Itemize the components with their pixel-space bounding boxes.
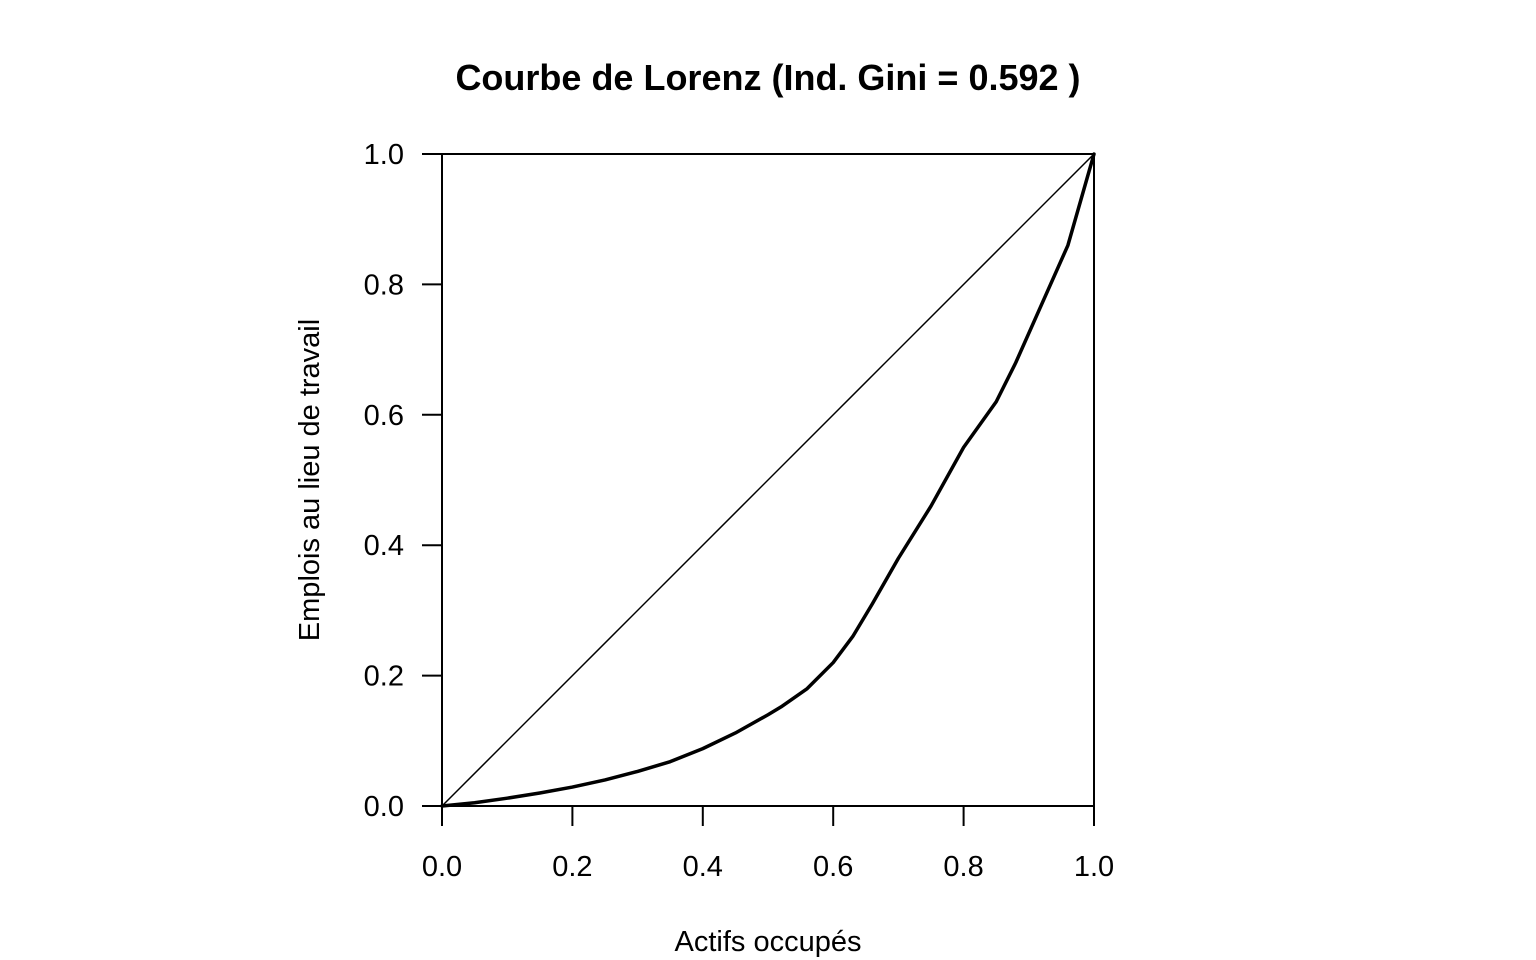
series-layer: [440, 152, 1096, 808]
x-tick-label: 0.0: [422, 851, 462, 883]
equality-line: [441, 153, 1095, 807]
lorenz-curve: [440, 152, 1096, 808]
chart-title: Courbe de Lorenz (Ind. Gini = 0.592 ): [455, 57, 1080, 98]
x-tick-label: 1.0: [1074, 851, 1114, 883]
y-tick-label: 0.4: [364, 530, 404, 562]
x-tick-label: 0.2: [552, 851, 592, 883]
y-tick-label: 0.8: [364, 269, 404, 301]
x-tick-label: 0.4: [683, 851, 723, 883]
y-tick-label: 0.0: [364, 791, 404, 823]
y-tick-label: 0.6: [364, 400, 404, 432]
x-axis-label: Actifs occupés: [675, 926, 862, 958]
axis-ticks: 0.0 0.2 0.4 0.6 0.8 1.0 0.0 0.2 0.4 0.6 0.8 1.0: [364, 139, 1114, 883]
y-tick-label: 0.2: [364, 661, 404, 693]
y-axis-label: Emplois au lieu de travail: [294, 319, 326, 641]
x-tick-label: 0.8: [943, 851, 983, 883]
y-tick-label: 1.0: [364, 139, 404, 171]
plot-frame: [441, 153, 1095, 807]
x-tick-label: 0.6: [813, 851, 853, 883]
